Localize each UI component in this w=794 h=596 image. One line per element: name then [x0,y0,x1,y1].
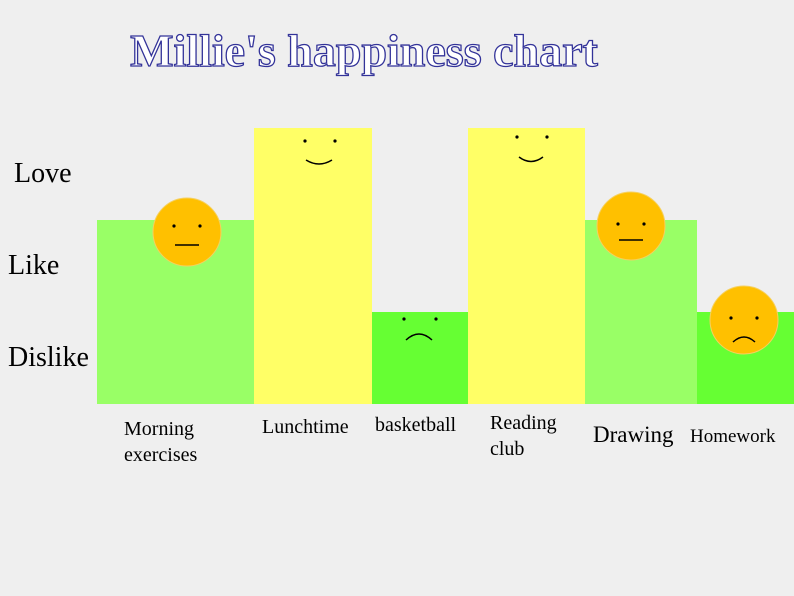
chart-title: Millie's happiness chart [130,25,598,76]
x-tick-label: Morning exercises [124,418,198,466]
bar [254,128,372,404]
faces [152,135,779,355]
eye [642,222,646,226]
x-tick-label: Reading club [490,412,557,460]
eye [545,135,549,139]
eye [303,139,307,143]
mouth [305,159,333,165]
eye [515,135,519,139]
y-tick-label: Like [8,250,59,281]
x-tick-label: basketball [375,414,457,436]
bar [372,312,468,404]
eye [198,224,202,228]
face-circle [596,191,666,261]
mouth [405,333,433,341]
face-circle [152,197,222,267]
x-tick-label: Lunchtime [262,416,349,438]
x-tick-label: Drawing [593,422,674,447]
y-tick-label: Dislike [8,342,89,373]
eye [755,316,759,320]
eye [729,316,733,320]
eye [434,317,438,321]
eye [333,139,337,143]
x-tick-label: Homework [690,426,776,447]
eye [172,224,176,228]
y-tick-label: Love [14,158,72,189]
eye [616,222,620,226]
face-circle [709,285,779,355]
bar [468,128,585,404]
mouth [732,336,756,343]
mouth [518,156,544,163]
eye [402,317,406,321]
